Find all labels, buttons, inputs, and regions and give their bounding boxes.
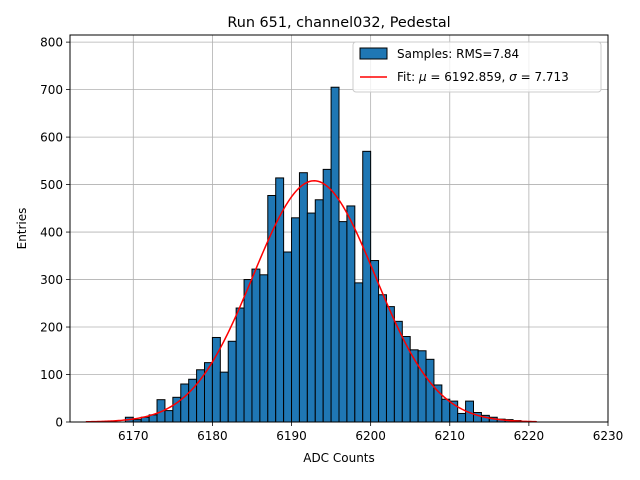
x-tick-label: 6230 (593, 429, 624, 443)
histogram-bar (409, 349, 419, 423)
legend-fit-label: Fit: μ = 6192.859, σ = 7.713 (397, 70, 569, 84)
legend-fit-sigma-text: = 7.713 (517, 70, 569, 84)
histogram-bar (378, 294, 387, 423)
histogram-bar (227, 340, 237, 423)
y-tick-label: 400 (40, 226, 63, 240)
histogram-bar (291, 217, 300, 423)
y-tick-label: 500 (40, 178, 63, 192)
histogram-bar (251, 268, 261, 423)
histogram-bar (243, 279, 253, 423)
x-tick-label: 6210 (434, 429, 465, 443)
x-axis-ticks: 6170 6180 6190 6200 6210 6220 6230 (118, 422, 623, 443)
y-tick-label: 300 (40, 273, 63, 287)
y-axis-ticks: 0 100 200 300 400 500 600 700 800 (40, 36, 70, 430)
histogram-bar (314, 199, 324, 423)
histogram-bar (441, 398, 451, 423)
histogram-bar (306, 212, 316, 423)
legend-fit-prefix: Fit: (397, 70, 419, 84)
histogram-bar (354, 282, 364, 423)
histogram-bar (235, 307, 245, 423)
histogram-bar (338, 221, 348, 423)
histogram-bar (346, 205, 356, 423)
histogram-bar (259, 274, 269, 423)
histogram-bar (370, 260, 380, 423)
histogram-bar (362, 150, 372, 423)
legend-sigma-symbol: σ (509, 70, 517, 84)
legend-mu-symbol: μ (418, 70, 427, 84)
y-tick-label: 100 (40, 368, 63, 382)
histogram-bar (275, 177, 285, 423)
histogram-bar (417, 350, 427, 423)
histogram-bar (457, 412, 467, 423)
legend-box (352, 41, 602, 93)
chart-title: Run 651, channel032, Pedestal (227, 15, 450, 31)
x-axis-label: ADC Counts (303, 451, 375, 465)
y-axis-label: Entries (15, 208, 29, 250)
x-tick-label: 6190 (276, 429, 307, 443)
histogram-bar (267, 194, 277, 423)
x-tick-label: 6180 (197, 429, 228, 443)
histogram-bar (164, 410, 174, 423)
histogram-bars (124, 86, 522, 423)
histogram-bar (385, 306, 395, 423)
legend-fit-mu-text: = 6192.859, (427, 70, 510, 84)
x-tick-label: 6200 (355, 429, 386, 443)
x-tick-label: 6220 (514, 429, 545, 443)
y-tick-label: 0 (55, 416, 63, 430)
histogram-bar (219, 371, 229, 423)
legend-samples-label: Samples: RMS=7.84 (397, 47, 519, 61)
y-tick-label: 200 (40, 321, 63, 335)
histogram-bar (196, 369, 206, 423)
histogram-bar (393, 320, 403, 423)
gaussian-fit-curve (85, 180, 537, 423)
histogram-bar (330, 86, 340, 423)
histogram-bar (298, 172, 308, 423)
y-tick-label: 600 (40, 131, 63, 145)
histogram-bar (180, 383, 190, 423)
legend-samples-swatch (359, 47, 388, 60)
y-tick-label: 800 (40, 36, 63, 50)
x-tick-label: 6170 (118, 429, 149, 443)
plot-frame (69, 34, 609, 423)
y-tick-label: 700 (40, 83, 63, 97)
histogram-bar (283, 251, 293, 423)
legend: Samples: RMS=7.84 Fit: μ = 6192.859, σ =… (352, 41, 602, 93)
histogram-bar (322, 168, 332, 423)
histogram-bar (425, 358, 435, 423)
